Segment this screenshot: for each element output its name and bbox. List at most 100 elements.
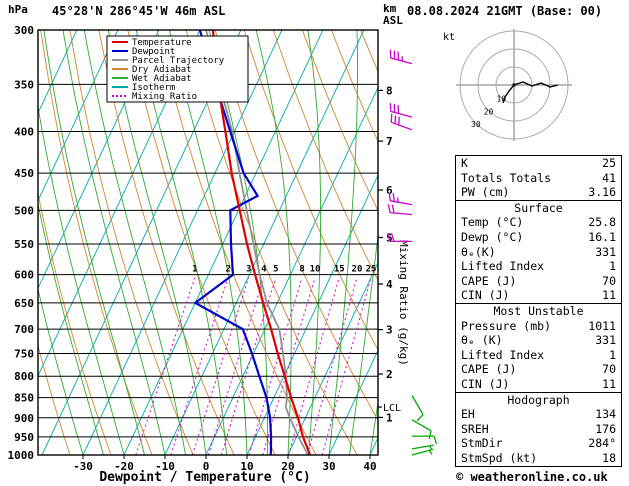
stat-row: Dewp (°C) 16.1 [456,230,621,245]
stat-row: θₑ(K) 331 [456,245,621,260]
temp-tick-label: -30 [73,460,93,473]
chart-border [37,29,379,456]
hodograph-ring-label: 20 [484,107,494,116]
hodograph-ring-label: 30 [471,120,481,129]
km-axis-label: km [383,2,397,15]
stat-label: Pressure (mb) [461,318,552,333]
legend-box [106,35,249,103]
dry-adiabat-line [38,343,71,455]
stat-label: StmSpd (kt) [461,450,538,465]
stat-label: CIN (J) [461,288,510,303]
isotherm-line [287,261,378,455]
stat-value: 11 [602,288,616,303]
pressure-tick-label: 550 [14,238,34,251]
mixing-ratio-line [135,277,196,455]
temp-tick-label: 10 [240,460,253,473]
mixing-ratio-line [248,277,303,455]
stat-value: 331 [595,333,616,348]
stat-row: CIN (J) 11 [456,288,621,303]
dry-adiabat-line [301,30,378,212]
wind-barb [389,49,413,65]
stat-row: CAPE (J) 70 [456,274,621,289]
stat-value: 134 [595,407,616,422]
stat-value: 70 [602,273,616,288]
stat-row: CIN (J) 11 [456,377,621,392]
stats-section: Hodograph EH 134 SREH 176 StmDir 284° StmSpd (k… [456,391,621,466]
stat-label: Lifted Index [461,347,545,362]
isotherm-line [205,86,378,455]
stat-row: StmDir 284° [456,436,621,451]
copyright: © weatheronline.co.uk [456,470,608,484]
legend-label: Wet Adiabat [132,74,192,84]
mixing-ratio-value-label: 10 [310,265,321,275]
stat-value: 16.1 [588,229,616,244]
wet-adiabat-line [369,399,378,455]
wind-barb [411,444,434,451]
wind-barb [411,395,424,422]
stat-row: SREH 176 [456,422,621,437]
mixing-ratio-line [321,277,372,455]
station-title: 45°28'N 286°45'W 46m ASL [52,4,225,18]
temperature-curve [211,30,312,455]
pressure-tick-label: 950 [14,431,34,444]
stat-label: Dewp (°C) [461,229,524,244]
stat-label: Lifted Index [461,259,545,274]
mixing-ratio-value-label: 2 [225,265,230,275]
wind-barb [386,233,412,243]
isotherm-line [82,30,283,455]
hodograph-ring-label: 10 [496,95,506,104]
stat-row: Pressure (mb) 1011 [456,319,621,334]
temp-tick-label: -10 [155,460,175,473]
stat-row: StmSpd (kt) 18 [456,451,621,466]
wind-barb [412,435,438,445]
mixing-ratio-value-label: 5 [273,265,278,275]
stat-row: Temp (°C) 25.8 [456,215,621,230]
km-tick-label: 3 [386,324,393,337]
stat-value: 176 [595,421,616,436]
wet-adiabat-line [328,30,358,455]
mixing-ratio-value-label: 8 [299,265,304,275]
wind-barb [387,204,413,216]
pressure-tick-label: 650 [14,297,34,310]
legend-label: Parcel Trajectory [132,56,225,66]
stats-section: Most Unstable Pressure (mb) 1011 θₑ (K) 331 L… [456,302,621,392]
legend-label: Mixing Ratio [132,92,197,102]
isotherm-line [123,30,324,455]
stat-row: Lifted Index 1 [456,348,621,363]
stat-label: PW (cm) [461,185,510,200]
mixing-ratio-value-label: 3 [246,265,251,275]
stat-label: CAPE (J) [461,362,517,377]
stat-value: 25 [602,156,616,170]
pressure-tick-label: 1000 [8,449,35,462]
x-axis-title: Dewpoint / Temperature (°C) [99,470,310,485]
mixing-ratio-line [208,277,265,455]
legend-label: Isotherm [132,83,175,93]
stat-label: θₑ(K) [461,244,496,259]
generated-chart-layers: 3003504004505005506006507007508008509009… [8,24,572,473]
wind-barb [389,103,413,118]
dewpoint-curve [193,30,273,455]
stat-row: Lifted Index 1 [456,259,621,274]
stats-panel: K 25 Totals Totals 41 PW (cm) 3.16 Surface Temp… [455,155,622,467]
mixing-ratio-line [306,277,358,455]
lcl-label: LCL [383,403,401,414]
pressure-tick-label: 600 [14,269,34,282]
km-tick-label: 7 [386,135,393,148]
stat-value: 11 [602,376,616,391]
pressure-tick-label: 400 [14,126,34,139]
stat-row: K 25 [456,156,621,171]
stat-label: StmDir [461,436,503,451]
stat-value: 331 [595,244,616,259]
mixing-ratio-layer [135,277,372,455]
hodograph-ring [459,30,569,140]
pressure-tick-label: 750 [14,347,34,360]
mixing-ratio-value-label: 15 [334,265,345,275]
stat-label: K [461,156,468,170]
pressure-unit-label: hPa [8,3,28,16]
km-tick-label: 1 [386,411,393,424]
mixing-ratio-axis-label: Mixing Ratio (g/kg) [397,240,410,366]
stat-row: θₑ (K) 331 [456,333,621,348]
